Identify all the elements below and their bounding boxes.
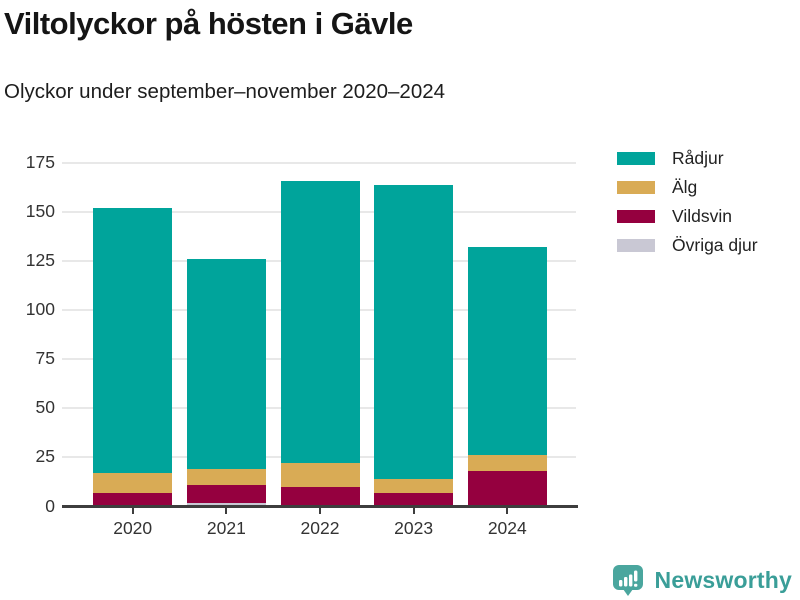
x-axis-tick-2022	[319, 508, 321, 514]
bar-segment-alg-2021	[186, 469, 266, 485]
legend-label-alg: Älg	[672, 177, 698, 197]
bar-2021	[186, 0, 266, 507]
legend-item-vildsvin: Vildsvin	[617, 206, 758, 227]
legend-label-ovriga: Övriga djur	[672, 235, 758, 255]
bar-segment-radjur-2020	[93, 208, 173, 474]
legend: Rådjur Älg Vildsvin Övriga djur	[617, 148, 758, 256]
legend-swatch-ovriga	[617, 239, 655, 252]
y-axis-label-75: 75	[35, 348, 55, 369]
legend-label-radjur: Rådjur	[672, 148, 724, 168]
x-axis-label-2023: 2023	[394, 518, 434, 538]
bar-segment-alg-2020	[93, 473, 173, 493]
x-axis-tick-2021	[225, 508, 228, 514]
bar-2023	[374, 0, 454, 507]
bar-segment-radjur-2023	[374, 184, 454, 479]
legend-label-vildsvin: Vildsvin	[672, 206, 732, 226]
y-axis-label-0: 0	[45, 495, 55, 516]
bar-segment-vildsvin-2021	[186, 484, 266, 503]
legend-swatch-alg	[617, 181, 655, 194]
brand-name: Newsworthy	[654, 566, 792, 593]
x-axis-label-2021: 2021	[206, 518, 246, 538]
x-axis-tick-2024	[506, 508, 509, 514]
bar-segment-alg-2023	[374, 479, 454, 493]
y-axis-label-125: 125	[25, 250, 55, 271]
y-axis-label-50: 50	[35, 397, 55, 418]
brand-footer: Newsworthy	[612, 564, 792, 596]
bar-segment-radjur-2022	[280, 180, 360, 464]
bar-segment-alg-2024	[467, 455, 547, 472]
bar-2020	[93, 0, 173, 507]
y-axis-label-150: 150	[25, 200, 55, 221]
x-axis-line	[62, 504, 578, 508]
bar-segment-vildsvin-2020	[93, 492, 173, 507]
gridline-y-175	[62, 161, 576, 164]
legend-swatch-vildsvin	[617, 210, 655, 223]
legend-item-ovriga: Övriga djur	[617, 235, 758, 256]
bar-segment-radjur-2021	[186, 259, 266, 470]
page-subtitle: Olyckor under september–november 2020–20…	[4, 80, 446, 103]
bar-segment-vildsvin-2022	[280, 486, 360, 507]
bar-segment-vildsvin-2024	[467, 471, 547, 507]
legend-item-alg: Älg	[617, 177, 758, 198]
newsworthy-logo-icon	[612, 564, 646, 596]
page-title: Viltolyckor på hösten i Gävle	[4, 6, 413, 41]
bar-2022	[280, 0, 360, 507]
x-axis-tick-2020	[131, 508, 134, 514]
bar-segment-alg-2022	[280, 463, 360, 487]
x-axis-label-2020: 2020	[113, 518, 153, 538]
x-axis-tick-2023	[412, 508, 415, 514]
y-axis-label-25: 25	[35, 446, 55, 467]
legend-swatch-radjur	[617, 152, 655, 165]
bar-segment-vildsvin-2023	[374, 492, 454, 507]
legend-item-radjur: Rådjur	[617, 148, 758, 169]
bar-segment-radjur-2024	[467, 247, 547, 456]
bar-2024	[467, 0, 547, 507]
y-axis-label-100: 100	[25, 299, 55, 320]
x-axis-label-2022: 2022	[300, 518, 340, 538]
y-axis-label-175: 175	[25, 151, 55, 172]
x-axis-label-2024: 2024	[487, 518, 527, 538]
